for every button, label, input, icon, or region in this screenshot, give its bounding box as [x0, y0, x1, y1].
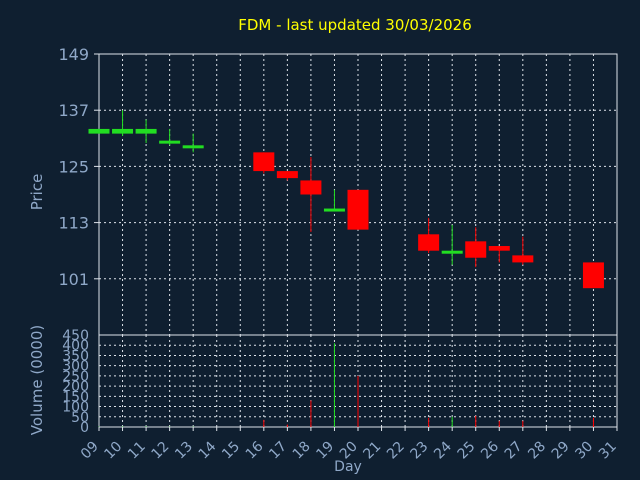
- candle: [418, 217, 440, 254]
- candle: [465, 227, 487, 268]
- candle-body: [159, 140, 181, 144]
- candle: [253, 152, 275, 174]
- x-tick-label: 10: [101, 439, 125, 463]
- candle: [347, 189, 369, 230]
- price-tick-label: 137: [58, 101, 89, 120]
- candle-body: [512, 255, 534, 263]
- candle: [582, 262, 604, 289]
- candle-body: [88, 128, 110, 134]
- candle: [159, 128, 181, 146]
- x-tick-label: 21: [360, 439, 384, 463]
- x-axis: 09 10 11 12 13 14 15 16 17 18 19 20 21 22 23 24 25 26 27 28…: [78, 427, 620, 462]
- candle-body: [253, 152, 275, 172]
- candle: [323, 189, 345, 212]
- volume-tick-label: 50: [71, 410, 89, 426]
- x-tick-label: 23: [408, 439, 432, 463]
- x-tick-label: 31: [596, 439, 620, 463]
- x-tick-label: 26: [478, 438, 502, 462]
- volume-tick-label: 300: [62, 359, 89, 375]
- volume-tick-label: 150: [62, 389, 89, 405]
- candle-body: [347, 189, 369, 230]
- candle-body: [488, 246, 510, 251]
- x-tick-label: 24: [431, 438, 455, 462]
- x-tick-label: 15: [219, 439, 243, 463]
- x-tick-label: 28: [525, 439, 549, 463]
- x-tick-label: 29: [549, 439, 573, 463]
- x-tick-label: 18: [290, 439, 314, 463]
- x-axis-label: Day: [334, 459, 362, 475]
- x-tick-label: 14: [196, 438, 220, 462]
- candle: [135, 119, 157, 143]
- x-tick-label: 11: [125, 439, 149, 463]
- candle: [182, 133, 204, 153]
- volume-tick-label: 350: [62, 348, 89, 364]
- candle-body: [182, 145, 204, 149]
- candle-body: [300, 180, 322, 195]
- x-tick-label: 22: [384, 439, 408, 463]
- volume-tick-label: 200: [62, 379, 89, 395]
- candle: [300, 157, 322, 232]
- price-axis-label: Price: [28, 174, 46, 211]
- x-tick-label: 25: [455, 439, 479, 463]
- x-tick-label: 16: [243, 438, 267, 462]
- candle-body: [465, 241, 487, 258]
- candle-body: [276, 171, 298, 179]
- volume-tick-label: 450: [62, 328, 89, 344]
- x-tick-label: 13: [172, 439, 196, 463]
- candle-body: [441, 250, 463, 254]
- candle: [512, 236, 534, 265]
- candle-body: [112, 128, 134, 134]
- candle: [441, 224, 463, 265]
- candle-body: [582, 262, 604, 289]
- price-panel: 149 137 125 113 101: [58, 45, 618, 336]
- volume-axis-label: Volume (0000): [28, 325, 46, 435]
- volume-tick-label: 0: [80, 420, 89, 436]
- volume-tick-label: 250: [62, 369, 89, 385]
- x-tick-label: 17: [266, 439, 290, 463]
- price-tick-label: 149: [58, 45, 89, 64]
- volume-tick-label: 400: [62, 338, 89, 354]
- candle: [112, 110, 134, 136]
- candle: [276, 171, 298, 181]
- candle-body: [135, 128, 157, 134]
- chart-title: FDM - last updated 30/03/2026: [238, 16, 472, 34]
- x-tick-label: 12: [149, 439, 173, 463]
- candle: [88, 128, 110, 134]
- x-tick-label: 09: [78, 439, 102, 463]
- x-tick-label: 30: [572, 439, 596, 463]
- price-tick-label: 101: [58, 270, 89, 289]
- candle: [488, 246, 510, 263]
- price-tick-label: 113: [58, 214, 89, 233]
- volume-tick-label: 100: [62, 400, 89, 416]
- price-tick-label: 125: [58, 157, 89, 176]
- candle-body: [323, 208, 345, 212]
- candle-body: [418, 234, 440, 251]
- x-tick-label: 27: [502, 439, 526, 463]
